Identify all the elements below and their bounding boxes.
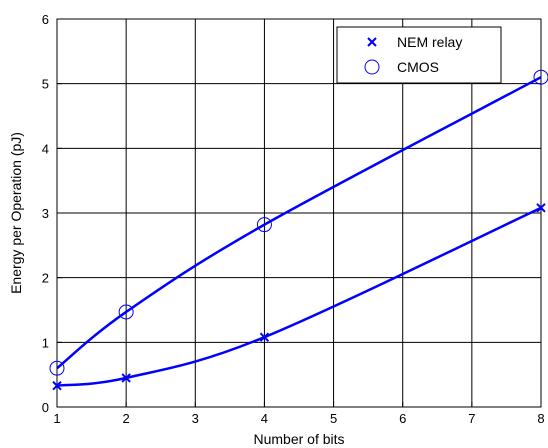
nem-relay-point xyxy=(52,380,62,391)
legend-box xyxy=(336,26,502,84)
x-tick-label: 3 xyxy=(192,411,199,426)
legend-marker xyxy=(367,37,377,47)
cmos-point xyxy=(533,69,548,85)
cmos-point xyxy=(118,304,134,320)
y-tick-label: 3 xyxy=(42,206,49,221)
series-group xyxy=(49,69,548,391)
y-tick-label: 6 xyxy=(42,12,49,27)
y-tick-label: 0 xyxy=(42,400,49,415)
x-tick-label: 5 xyxy=(330,411,337,426)
x-tick-label: 7 xyxy=(468,411,475,426)
series-line-cmos xyxy=(56,76,542,370)
y-axis-title: Energy per Operation (pJ) xyxy=(8,132,24,294)
nem-relay-point xyxy=(259,332,270,342)
legend-items: NEM relay CMOS xyxy=(364,34,462,75)
legend: NEM relay CMOS xyxy=(336,26,502,84)
x-tick-label: 8 xyxy=(537,411,544,426)
y-tick-label: 1 xyxy=(42,335,49,350)
cmos-point xyxy=(256,217,272,233)
x-tick-label: 1 xyxy=(53,411,60,426)
legend-marker xyxy=(364,59,380,75)
nem-relay-point xyxy=(536,203,546,213)
y-tick-label: 4 xyxy=(42,141,49,156)
x-tick-label: 2 xyxy=(123,411,130,426)
cmos-point xyxy=(49,360,65,376)
axis-ticks xyxy=(56,18,542,408)
y-tick-label: 2 xyxy=(42,271,49,286)
x-axis-title: Number of bits xyxy=(253,431,344,447)
y-tick-label: 5 xyxy=(42,77,49,92)
legend-label: CMOS xyxy=(397,59,439,75)
series-line-nem-relay xyxy=(56,206,542,387)
nem-relay-point xyxy=(121,373,131,383)
x-tick-label: 6 xyxy=(399,411,406,426)
x-tick-label: 4 xyxy=(261,411,268,426)
legend-label: NEM relay xyxy=(397,34,462,50)
